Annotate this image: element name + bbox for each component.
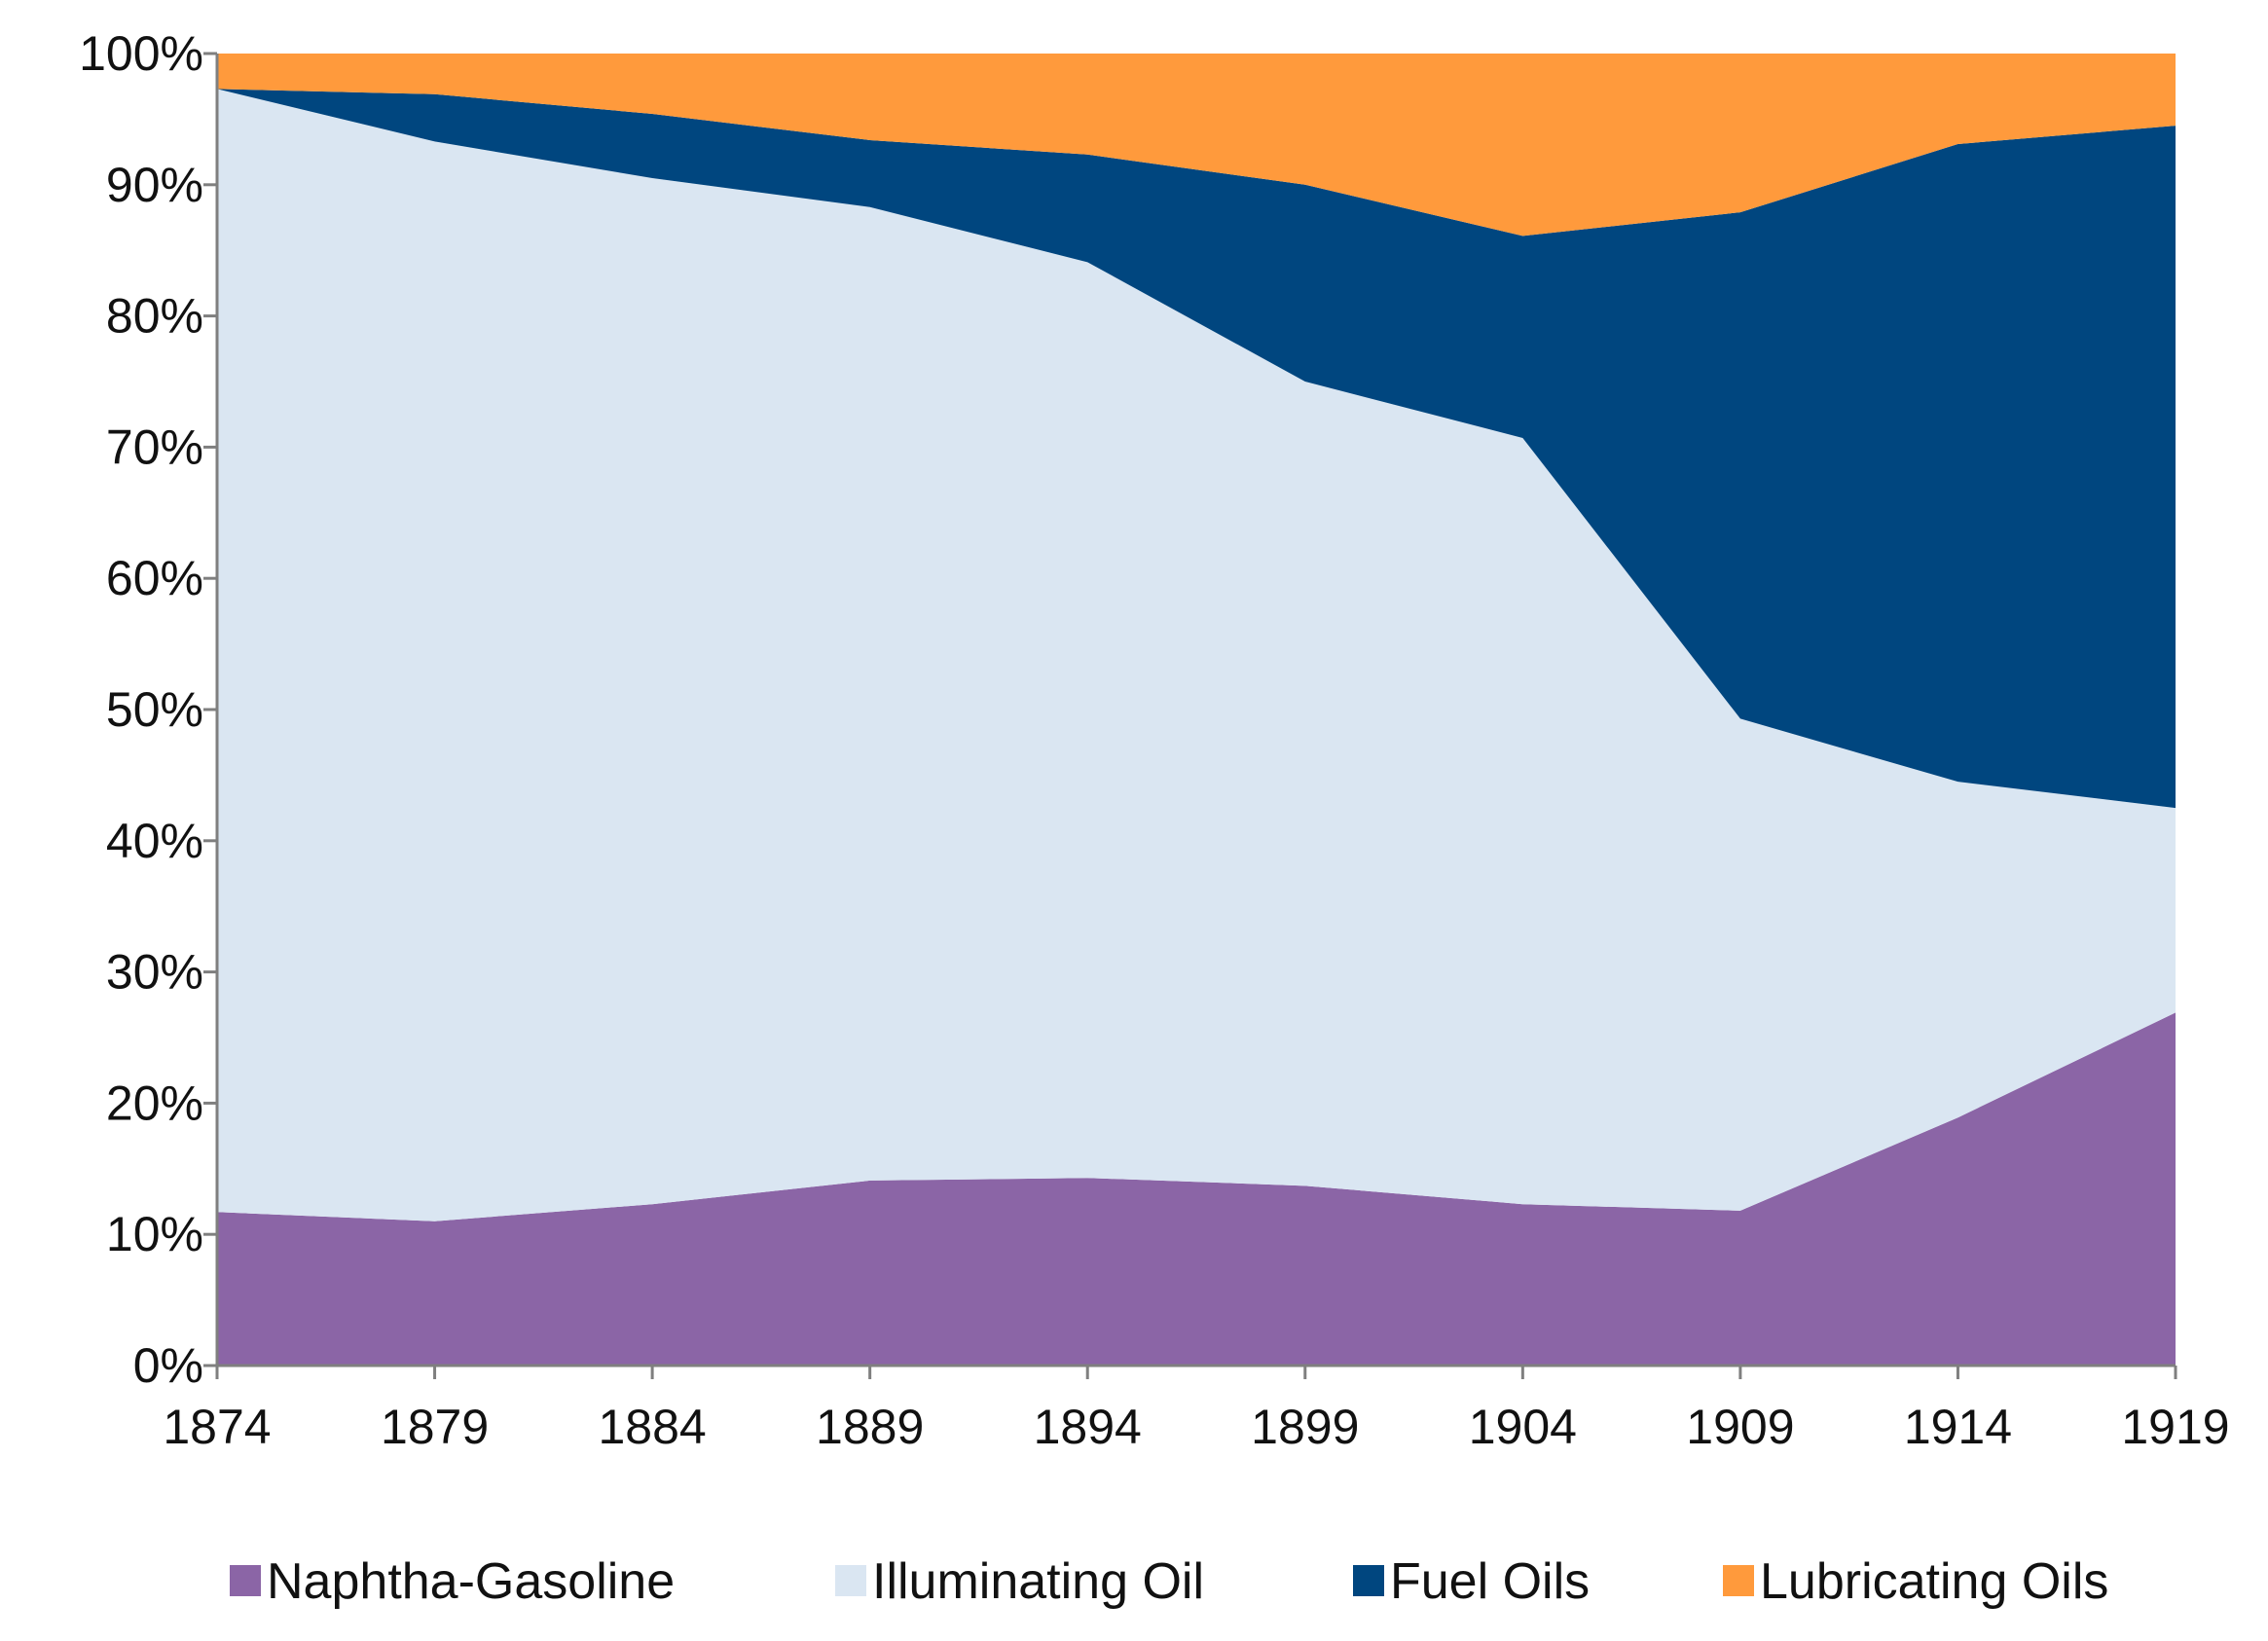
- legend-swatch-lubricating-oils: [1723, 1565, 1754, 1596]
- y-tick-label: 0%: [133, 1338, 203, 1393]
- legend-swatch-illuminating-oil: [835, 1565, 866, 1596]
- area-illuminating-oil: [217, 89, 2176, 1222]
- legend-label-lubricating-oils: Lubricating Oils: [1760, 1553, 2108, 1610]
- y-tick-label: 100%: [79, 26, 203, 81]
- y-axis-ticks: 0% 10% 20% 30% 40% 50% 60% 70% 80% 90% 100%: [79, 26, 217, 1393]
- x-tick-label: 1899: [1251, 1400, 1359, 1454]
- y-tick-label: 30%: [106, 945, 203, 1000]
- legend-label-fuel-oils: Fuel Oils: [1390, 1553, 1590, 1610]
- area-series-group: [217, 54, 2176, 1366]
- x-tick-label: 1914: [1904, 1400, 2012, 1454]
- x-tick-label: 1889: [816, 1400, 924, 1454]
- y-tick-label: 80%: [106, 289, 203, 344]
- y-tick-label: 90%: [106, 158, 203, 212]
- y-tick-label: 50%: [106, 682, 203, 737]
- y-tick-label: 70%: [106, 419, 203, 474]
- y-tick-label: 10%: [106, 1207, 203, 1261]
- legend-swatch-fuel-oils: [1353, 1565, 1384, 1596]
- x-tick-label: 1884: [598, 1400, 706, 1454]
- x-tick-label: 1879: [381, 1400, 489, 1454]
- area-naphtha-gasoline: [217, 1012, 2176, 1366]
- x-tick-label: 1919: [2121, 1400, 2229, 1454]
- y-tick-label: 20%: [106, 1076, 203, 1130]
- legend-label-illuminating-oil: Illuminating Oil: [872, 1553, 1204, 1610]
- legend-label-naphtha-gasoline: Naphtha-Gasoline: [267, 1553, 675, 1610]
- area-fuel-oils: [217, 89, 2176, 809]
- area-lubricating-oils: [217, 54, 2176, 237]
- x-tick-label: 1874: [163, 1400, 271, 1454]
- y-tick-label: 60%: [106, 551, 203, 605]
- y-tick-label: 40%: [106, 814, 203, 868]
- x-tick-label: 1909: [1686, 1400, 1794, 1454]
- x-tick-label: 1894: [1034, 1400, 1142, 1454]
- x-tick-label: 1904: [1469, 1400, 1577, 1454]
- x-axis-ticks: 1874 1879 1884 1889 1894 1899 1904 1909 1914 1919: [163, 1366, 2230, 1454]
- legend-swatch-naphtha-gasoline: [230, 1565, 261, 1596]
- legend: Naphtha-Gasoline Illuminating Oil Fuel Oil…: [230, 1553, 2108, 1610]
